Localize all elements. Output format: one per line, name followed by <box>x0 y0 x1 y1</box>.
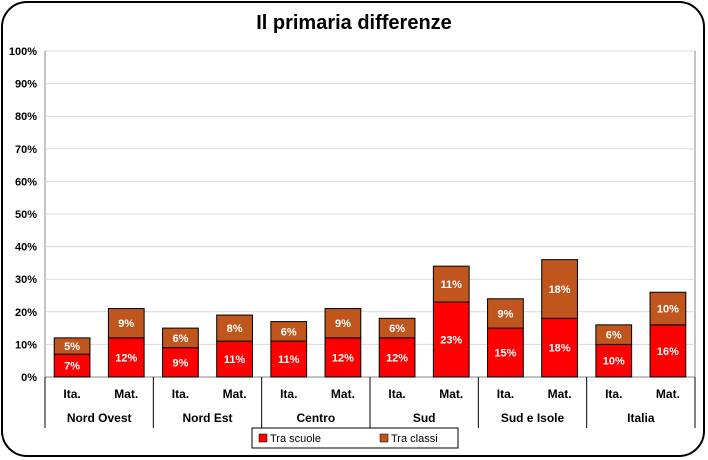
x-subcategory-label: Mat. <box>656 387 680 401</box>
data-label: 6% <box>389 323 405 335</box>
data-label: 12% <box>386 352 408 364</box>
bar-tra-scuole <box>378 337 416 378</box>
y-tick-label: 40% <box>15 242 37 254</box>
data-label: 11% <box>224 354 246 366</box>
data-label: 6% <box>281 326 297 338</box>
bar-tra-classi <box>53 337 91 355</box>
legend-label: Tra scuole <box>270 433 321 445</box>
x-subcategory-label: Ita. <box>172 387 189 401</box>
x-subcategory-label: Mat. <box>223 387 247 401</box>
y-tick-label: 30% <box>15 274 37 286</box>
data-label: 16% <box>657 346 679 358</box>
legend-swatch <box>379 433 389 443</box>
legend-label: Tra classi <box>391 433 438 445</box>
y-tick-label: 70% <box>15 144 37 156</box>
data-label: 5% <box>64 341 80 353</box>
x-group-label: Sud <box>413 411 436 425</box>
x-group-label: Centro <box>296 411 335 425</box>
bar-tra-scuole <box>432 301 470 378</box>
bar-tra-classi <box>270 321 308 342</box>
x-subcategory-label: Mat. <box>548 387 572 401</box>
x-group-label: Italia <box>627 411 655 425</box>
y-tick-label: 90% <box>15 79 37 91</box>
data-label: 15% <box>494 348 516 360</box>
bar-tra-classi <box>541 259 578 319</box>
x-subcategory-label: Ita. <box>280 387 297 401</box>
bar-tra-scuole <box>649 324 687 378</box>
data-label: 9% <box>172 357 188 369</box>
data-label: 18% <box>549 343 571 355</box>
y-tick-label: 20% <box>15 307 37 319</box>
data-label: 11% <box>278 354 300 366</box>
bar-tra-scuole <box>595 343 633 378</box>
data-label: 8% <box>227 323 243 335</box>
data-label: 6% <box>172 333 188 345</box>
data-label: 9% <box>497 308 513 320</box>
bar-tra-classi <box>595 324 633 345</box>
x-subcategory-label: Mat. <box>331 387 355 401</box>
data-label: 9% <box>118 318 134 330</box>
bar-tra-scuole <box>162 347 199 378</box>
y-tick-label: 100% <box>9 46 37 58</box>
x-subcategory-label: Ita. <box>497 387 514 401</box>
bar-tra-classi <box>162 327 199 349</box>
data-label: 12% <box>115 352 137 364</box>
data-label: 10% <box>657 304 679 316</box>
data-label: 7% <box>64 361 80 373</box>
data-label: 6% <box>606 330 622 342</box>
bar-tra-classi <box>378 317 416 339</box>
x-subcategory-label: Ita. <box>605 387 622 401</box>
data-label: 10% <box>603 356 625 368</box>
chart-title: Il primaria differenze <box>256 12 452 34</box>
bar-tra-scuole <box>107 337 145 378</box>
y-tick-label: 0% <box>21 372 37 384</box>
data-label: 12% <box>332 352 354 364</box>
x-group-label: Nord Est <box>182 411 232 425</box>
data-label: 23% <box>440 335 462 347</box>
x-subcategory-label: Mat. <box>439 387 463 401</box>
y-tick-label: 50% <box>15 209 37 221</box>
bar-tra-classi <box>487 298 524 329</box>
legend-swatch <box>258 433 268 443</box>
bar-tra-classi <box>324 308 362 339</box>
legend <box>251 427 459 449</box>
y-tick-label: 10% <box>15 339 37 351</box>
bar-tra-scuole <box>216 340 253 378</box>
data-label: 18% <box>549 284 571 296</box>
bar-tra-scuole <box>270 340 308 378</box>
x-subcategory-label: Ita. <box>388 387 405 401</box>
x-group-label: Nord Ovest <box>67 411 132 425</box>
bar-tra-scuole <box>541 317 578 378</box>
data-label: 11% <box>441 279 463 291</box>
data-label: 9% <box>335 318 351 330</box>
x-subcategory-label: Ita. <box>63 387 80 401</box>
x-group-label: Sud e Isole <box>501 411 565 425</box>
y-tick-label: 60% <box>15 176 37 188</box>
bar-tra-classi <box>107 308 145 339</box>
bar-tra-classi <box>216 314 253 342</box>
bar-tra-scuole <box>487 327 524 378</box>
x-subcategory-label: Mat. <box>114 387 138 401</box>
y-tick-label: 80% <box>15 111 37 123</box>
bar-tra-classi <box>649 291 687 326</box>
bar-tra-classi <box>432 265 470 303</box>
